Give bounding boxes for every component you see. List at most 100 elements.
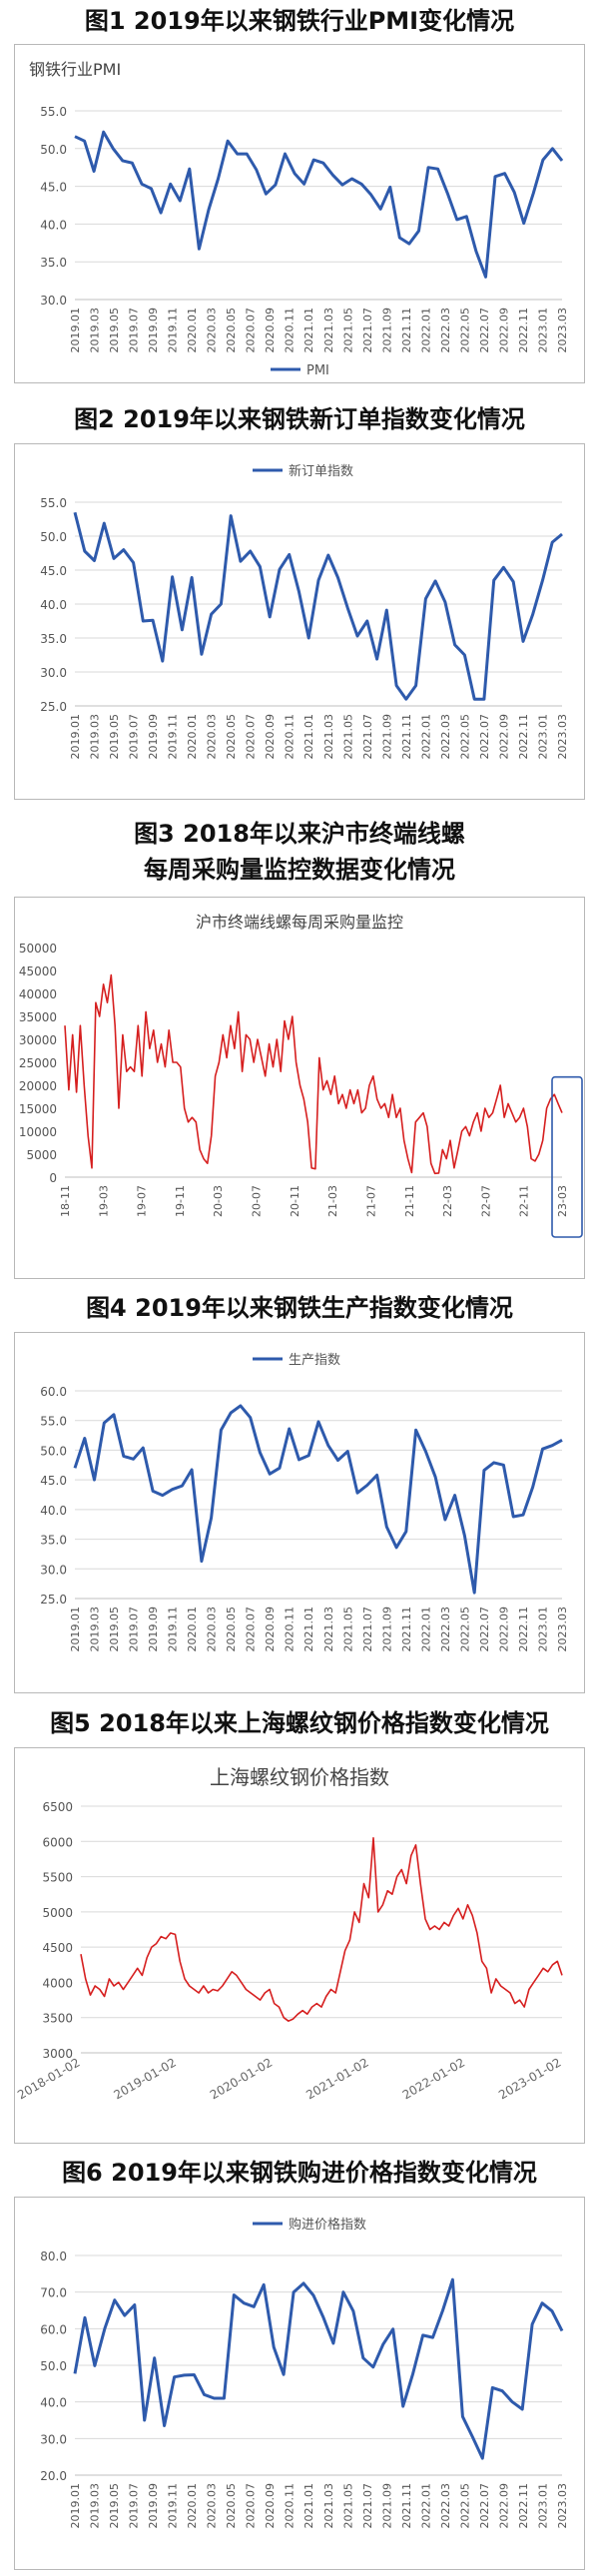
- series-line: [80, 1837, 563, 2022]
- y-tick-label: 30.0: [40, 2432, 67, 2446]
- x-tick-label: 2022.05: [458, 1607, 471, 1652]
- x-tick-label: 2022.03: [439, 1607, 452, 1652]
- x-tick-label: 2022.07: [478, 714, 491, 760]
- x-tick-label: 2022.07: [478, 2483, 491, 2529]
- x-tick-label: 2019.05: [108, 308, 121, 353]
- x-tick-label: 2019.03: [89, 714, 102, 760]
- x-tick-label: 2021.05: [341, 1607, 354, 1652]
- x-tick-label: 2020.05: [225, 1607, 238, 1652]
- x-tick-label: 2019.07: [128, 308, 141, 353]
- x-tick-label: 2020.11: [284, 308, 297, 353]
- y-tick-label: 35.0: [40, 1534, 67, 1548]
- x-tick-label: 2021.05: [341, 714, 354, 760]
- x-tick-label: 2020-01-02: [208, 2055, 275, 2102]
- y-tick-label: 15000: [19, 1102, 57, 1116]
- x-tick-label: 2021-01-02: [303, 2055, 370, 2102]
- y-tick-label: 40.0: [40, 2396, 67, 2410]
- x-tick-label: 21-07: [364, 1185, 377, 1217]
- series-line: [73, 511, 563, 701]
- x-tick-label: 2022.03: [439, 308, 452, 353]
- x-tick-label: 2019.01: [69, 1607, 82, 1652]
- x-tick-label: 2019.01: [69, 714, 82, 760]
- chart-title: 钢铁行业PMI: [29, 60, 121, 79]
- y-tick-label: 5000: [26, 1148, 57, 1162]
- figure-2-panel: 25.0 30.0 35.0 40.0 45.0 50.0 55.0 2019.01 2019.…: [14, 443, 585, 800]
- legend-label: 生产指数: [289, 1353, 340, 1368]
- x-tick-label: 2021.01: [302, 308, 315, 353]
- y-tick-label: 30000: [19, 1033, 57, 1047]
- x-tick-label: 2021.11: [400, 714, 413, 760]
- y-tick-label: 50.0: [40, 2359, 67, 2373]
- x-tick-label: 2021.11: [400, 2483, 413, 2529]
- x-tick-label: 2023.01: [536, 2483, 549, 2529]
- x-tick-label: 2020.03: [206, 2483, 219, 2529]
- x-tick-label: 2019.11: [167, 308, 180, 353]
- x-tick-label: 2021.07: [361, 308, 374, 353]
- x-tick-label: 2020.07: [245, 714, 258, 760]
- x-tick-label: 22-03: [441, 1185, 454, 1217]
- x-tick-label: 2020.05: [225, 714, 238, 760]
- y-tick-label: 25.0: [40, 1593, 67, 1607]
- x-tick-label: 2023.01: [536, 714, 549, 760]
- x-tick-label: 2019.05: [108, 714, 121, 760]
- x-tick-label: 2019.05: [108, 1607, 121, 1652]
- x-tick-label: 2019.07: [128, 1607, 141, 1652]
- x-tick-label: 2021.03: [322, 308, 335, 353]
- figure-4-caption: 图4 2019年以来钢铁生产指数变化情况: [86, 1294, 513, 1322]
- legend-label: PMI: [306, 363, 329, 378]
- y-tick-label: 50000: [19, 942, 57, 956]
- x-tick-label: 2020.01: [186, 714, 199, 760]
- x-tick-label: 19-03: [97, 1185, 110, 1217]
- x-tick-label: 2020.09: [264, 308, 277, 353]
- x-tick-label: 2022.01: [419, 308, 432, 353]
- figure-3-panel: 0 5000 10000 15000 20000 25000 30000 35000 40000…: [14, 897, 585, 1279]
- x-tick-label: 2021.05: [341, 308, 354, 353]
- x-tick-label: 2021.09: [380, 2483, 393, 2529]
- y-tick-label: 35000: [19, 1010, 57, 1024]
- x-tick-label: 2022.09: [497, 308, 510, 353]
- highlight-box: [551, 1075, 583, 1238]
- x-tick-label: 2022.07: [478, 1607, 491, 1652]
- x-tick-label: 2020.05: [225, 2483, 238, 2529]
- x-tick-label: 2021.07: [361, 2483, 374, 2529]
- x-tick-label: 2022.11: [517, 1607, 530, 1652]
- x-tick-label: 22-07: [479, 1185, 492, 1217]
- x-tick-label: 2020.11: [284, 2483, 297, 2529]
- figure-4-panel: 25.0 30.0 35.0 40.0 45.0 50.0 55.0 60.0 2019.01 2…: [14, 1332, 585, 1693]
- x-tick-label: 18-11: [59, 1185, 72, 1217]
- x-tick-label: 20-07: [251, 1185, 264, 1217]
- x-tick-label: 2019.09: [147, 308, 160, 353]
- y-tick-label: 55.0: [40, 496, 67, 510]
- x-tick-label: 2023.01: [536, 1607, 549, 1652]
- y-tick-label: 25.0: [40, 700, 67, 714]
- x-tick-label: 2022.03: [439, 714, 452, 760]
- figure-1-panel: 30.0 35.0 40.0 45.0 50.0 55.0 2019.01 2019.03 20…: [14, 44, 585, 383]
- x-tick-label: 2019.09: [147, 2483, 160, 2529]
- y-tick-label: 5000: [42, 1906, 73, 1920]
- x-tick-label: 2019.03: [89, 308, 102, 353]
- figure-3-caption-line-2: 每周采购量监控数据变化情况: [144, 856, 455, 884]
- x-tick-label: 2019.01: [69, 2483, 82, 2529]
- figure-6-panel: 20.0 30.0 40.0 50.0 60.0 70.0 80.0 2019.01 2019.…: [14, 2197, 585, 2570]
- chart-title: 上海螺纹钢价格指数: [210, 1765, 389, 1789]
- y-tick-label: 40.0: [40, 1504, 67, 1518]
- y-tick-label: 30.0: [40, 294, 67, 308]
- y-tick-label: 45.0: [40, 181, 67, 195]
- x-tick-label: 20-11: [289, 1185, 301, 1217]
- x-tick-label: 2021.05: [341, 2483, 354, 2529]
- figure-1-caption: 图1 2019年以来钢铁行业PMI变化情况: [84, 7, 515, 35]
- chart-3: 0 5000 10000 15000 20000 25000 30000 35000 40000…: [19, 913, 583, 1238]
- x-tick-label: 2021.03: [322, 2483, 335, 2529]
- x-tick-label: 2022.01: [419, 714, 432, 760]
- x-tick-label: 2021.01: [302, 1607, 315, 1652]
- x-tick-label: 2020.09: [264, 1607, 277, 1652]
- x-tick-label: 2021.01: [302, 2483, 315, 2529]
- y-tick-label: 40.0: [40, 598, 67, 612]
- y-tick-label: 55.0: [40, 105, 67, 119]
- x-tick-label: 2022-01-02: [400, 2055, 467, 2102]
- x-tick-label: 2021.11: [400, 1607, 413, 1652]
- x-tick-label: 2023.03: [556, 714, 569, 760]
- x-tick-label: 2021.07: [361, 714, 374, 760]
- y-tick-label: 30.0: [40, 666, 67, 680]
- y-tick-label: 50.0: [40, 143, 67, 157]
